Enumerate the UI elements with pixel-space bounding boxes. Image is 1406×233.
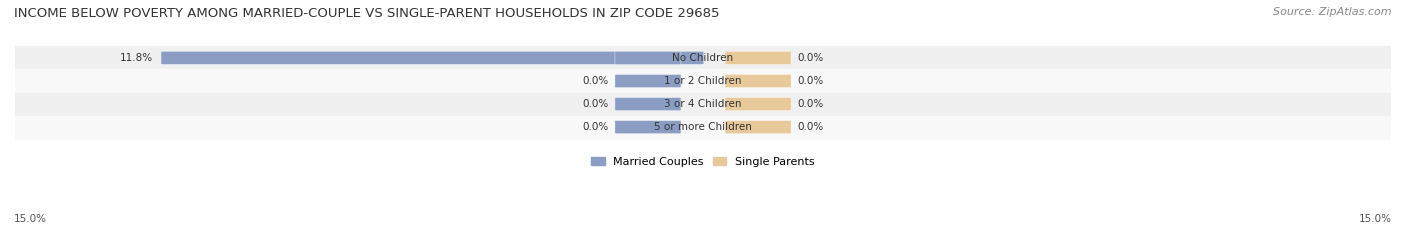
Text: 0.0%: 0.0% [582, 76, 609, 86]
Text: 0.0%: 0.0% [582, 99, 609, 109]
Text: 0.0%: 0.0% [797, 53, 824, 63]
FancyBboxPatch shape [614, 51, 681, 65]
Text: 1 or 2 Children: 1 or 2 Children [664, 76, 742, 86]
Bar [15, 116, 1391, 139]
Text: 3 or 4 Children: 3 or 4 Children [664, 99, 742, 109]
Text: 0.0%: 0.0% [797, 99, 824, 109]
Text: 15.0%: 15.0% [14, 214, 46, 224]
Text: 0.0%: 0.0% [582, 122, 609, 132]
FancyBboxPatch shape [725, 97, 792, 111]
Text: Source: ZipAtlas.com: Source: ZipAtlas.com [1274, 7, 1392, 17]
Text: 0.0%: 0.0% [797, 76, 824, 86]
FancyBboxPatch shape [160, 51, 704, 65]
Text: INCOME BELOW POVERTY AMONG MARRIED-COUPLE VS SINGLE-PARENT HOUSEHOLDS IN ZIP COD: INCOME BELOW POVERTY AMONG MARRIED-COUPL… [14, 7, 720, 20]
FancyBboxPatch shape [614, 97, 681, 111]
Bar [15, 46, 1391, 69]
Text: 15.0%: 15.0% [1360, 214, 1392, 224]
Text: No Children: No Children [672, 53, 734, 63]
FancyBboxPatch shape [725, 120, 792, 134]
Legend: Married Couples, Single Parents: Married Couples, Single Parents [586, 152, 820, 171]
Bar [15, 93, 1391, 116]
FancyBboxPatch shape [725, 74, 792, 88]
Text: 5 or more Children: 5 or more Children [654, 122, 752, 132]
FancyBboxPatch shape [614, 74, 681, 88]
FancyBboxPatch shape [725, 51, 792, 65]
Text: 0.0%: 0.0% [797, 122, 824, 132]
Text: 11.8%: 11.8% [120, 53, 153, 63]
Bar [15, 69, 1391, 93]
FancyBboxPatch shape [614, 120, 681, 134]
